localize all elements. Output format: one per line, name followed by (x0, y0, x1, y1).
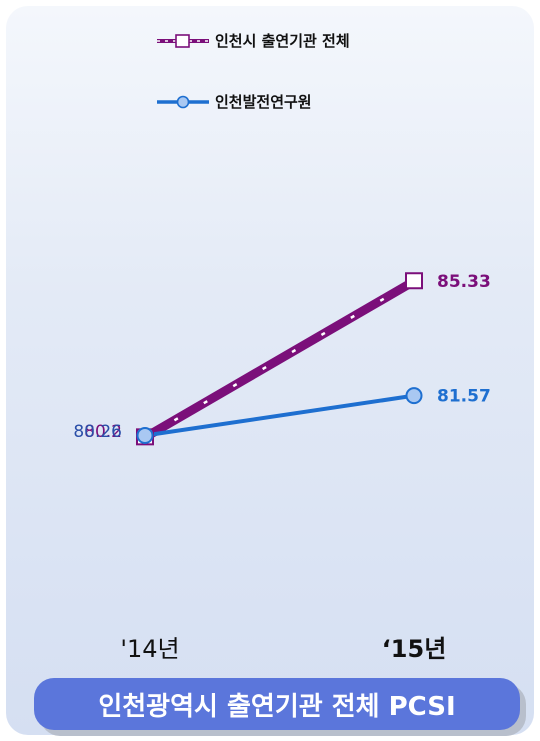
legend-label-incheon-all: 인천시 출연기관 전체 (215, 32, 350, 50)
legend-marker-square-icon (157, 33, 209, 48)
data-point (405, 272, 423, 290)
chart-card (6, 6, 534, 735)
legend-item-incheon-all: 인천시 출연기관 전체 (155, 30, 350, 51)
series-0 (142, 277, 417, 442)
series-1 (144, 393, 415, 438)
x-tick-label: ‘15년 (382, 635, 447, 663)
legend-label-research: 인천발전연구원 (215, 93, 312, 111)
data-label: 80.26 (73, 422, 122, 442)
footer-title: 인천광역시 출연기관 전체 PCSI (34, 678, 520, 730)
data-point (136, 427, 154, 445)
x-tick-label: '14년 (120, 635, 179, 663)
legend-marker-circle-icon (157, 95, 209, 108)
data-label: 85.33 (437, 272, 491, 292)
data-label: 81.57 (437, 387, 491, 407)
series-line (144, 393, 415, 438)
series-line (142, 277, 417, 442)
data-point (405, 387, 423, 405)
legend-item-research: 인천발전연구원 (155, 91, 312, 112)
data-label: 80.2 (84, 422, 122, 442)
